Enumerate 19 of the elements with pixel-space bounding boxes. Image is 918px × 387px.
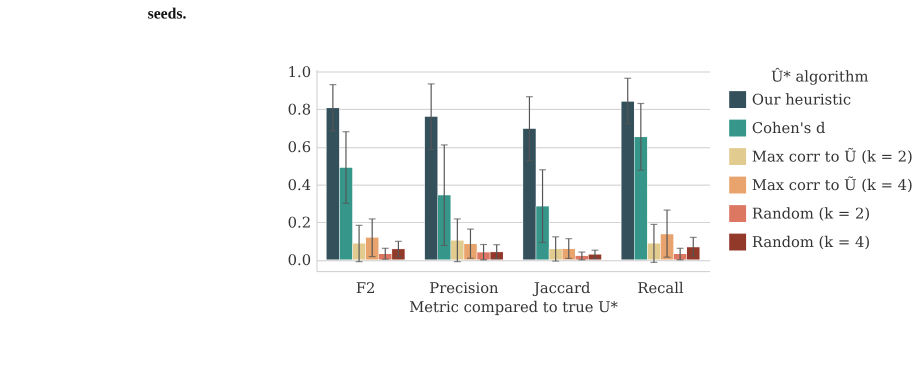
x-tick-label: Precision	[429, 280, 500, 298]
y-tick-label: 0.0	[288, 252, 312, 270]
legend-label: Max corr to Ũ (k = 2)	[752, 147, 913, 166]
y-tick-label: 0.8	[288, 102, 312, 119]
y-tick-label: 0.2	[288, 214, 312, 232]
legend-label: Our heuristic	[752, 91, 852, 108]
legend-title: Û* algorithm	[771, 67, 868, 86]
y-tick-label: 0.6	[288, 139, 312, 156]
y-tick-label: 1.0	[288, 64, 312, 81]
x-tick-label: Recall	[637, 280, 684, 298]
text: seeds.	[148, 5, 187, 22]
legend-label: Cohen's d	[752, 120, 826, 137]
legend-label: Random (k = 2)	[752, 206, 870, 222]
x-axis-title: Metric compared to true U*	[409, 298, 619, 316]
legend-label: Random (k = 4)	[752, 234, 870, 251]
x-tick-label: F2	[356, 280, 376, 298]
legend-label: Max corr to Ũ (k = 4)	[752, 176, 913, 194]
y-tick-label: 0.4	[288, 176, 312, 194]
x-tick-label: Jaccard	[532, 280, 590, 298]
